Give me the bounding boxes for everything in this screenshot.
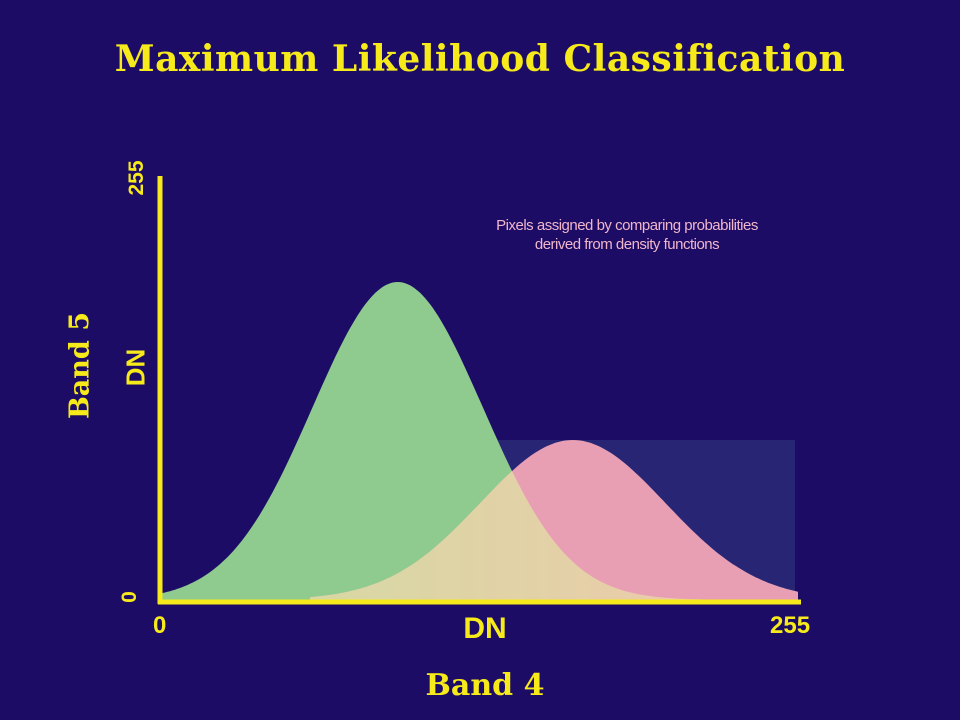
x-axis-unit-label: DN xyxy=(463,612,507,645)
annotation-line-2: derived from density functions xyxy=(534,236,720,253)
density-curve-class-a xyxy=(160,282,798,600)
y-axis-label: Band 5 xyxy=(64,312,96,420)
y-tick-min: 0 xyxy=(118,591,141,603)
y-tick-max: 255 xyxy=(125,160,148,196)
page-title: Maximum Likelihood Classification xyxy=(114,38,846,80)
annotation-text: Pixels assigned by comparing probabiliti… xyxy=(452,216,802,254)
x-axis-label: Band 4 xyxy=(425,668,545,703)
y-axis-unit-label: DN xyxy=(120,348,151,387)
x-tick-max: 255 xyxy=(770,612,811,639)
annotation-line-1: Pixels assigned by comparing probabiliti… xyxy=(496,217,758,234)
x-tick-min: 0 xyxy=(153,612,167,639)
